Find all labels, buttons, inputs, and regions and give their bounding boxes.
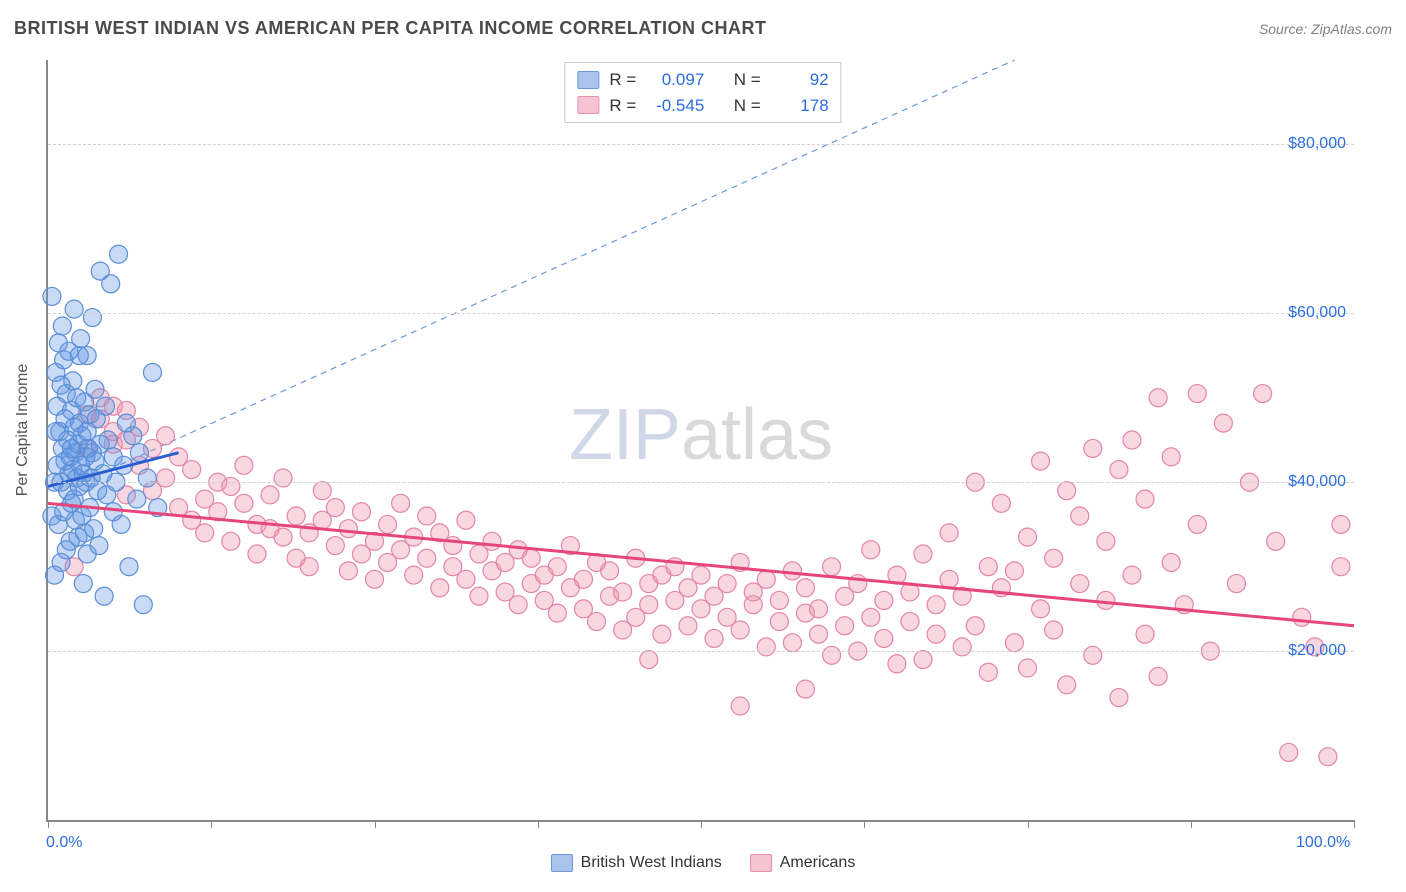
x-tick [1028,820,1029,828]
stats-row-1: R = 0.097 N = 92 [577,67,828,93]
gridline [48,482,1354,483]
source-label: Source: ZipAtlas.com [1259,21,1392,37]
x-tick [538,820,539,828]
chart-title: BRITISH WEST INDIAN VS AMERICAN PER CAPI… [14,18,767,39]
x-label-end: 100.0% [1296,834,1350,852]
gridline [48,313,1354,314]
x-tick [375,820,376,828]
y-tick-label: $20,000 [1288,642,1346,660]
x-tick [1354,820,1355,828]
legend-bottom: British West Indians Americans [0,854,1406,872]
stats-row-2: R = -0.545 N = 178 [577,93,828,119]
legend-item-1: British West Indians [551,854,722,872]
r-value-2: -0.545 [646,93,704,119]
y-tick-label: $80,000 [1288,135,1346,153]
x-label-start: 0.0% [46,834,82,852]
r-value-1: 0.097 [646,67,704,93]
legend-swatch-1 [551,854,573,872]
stats-swatch-1 [577,71,599,89]
x-tick [48,820,49,828]
chart-svg [48,60,1354,820]
legend-swatch-2 [750,854,772,872]
r-label-1: R = [609,67,636,93]
n-value-2: 178 [771,93,829,119]
y-tick-label: $60,000 [1288,304,1346,322]
n-label-1: N = [734,67,761,93]
stats-swatch-2 [577,96,599,114]
x-tick [211,820,212,828]
legend-label-2: Americans [780,854,856,872]
y-tick-label: $40,000 [1288,473,1346,491]
n-value-1: 92 [771,67,829,93]
x-tick [864,820,865,828]
legend-label-1: British West Indians [581,854,722,872]
legend-item-2: Americans [750,854,856,872]
stats-box: R = 0.097 N = 92 R = -0.545 N = 178 [564,62,841,123]
x-tick [1191,820,1192,828]
gridline [48,144,1354,145]
plot-area: ZIPatlas $20,000$40,000$60,000$80,000 [46,60,1354,822]
x-tick [701,820,702,828]
r-label-2: R = [609,93,636,119]
gridline [48,651,1354,652]
title-bar: BRITISH WEST INDIAN VS AMERICAN PER CAPI… [14,18,1392,39]
y-axis-label: Per Capita Income [14,364,32,497]
n-label-2: N = [734,93,761,119]
